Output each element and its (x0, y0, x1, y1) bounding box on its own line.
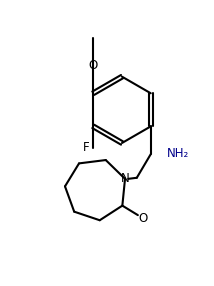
Text: NH₂: NH₂ (167, 147, 189, 160)
Text: F: F (82, 141, 89, 154)
Text: O: O (139, 212, 148, 225)
Text: N: N (121, 172, 129, 185)
Text: O: O (89, 59, 98, 72)
